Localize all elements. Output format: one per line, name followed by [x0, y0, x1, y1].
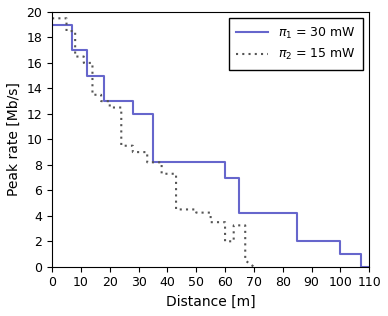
X-axis label: Distance [m]: Distance [m]	[166, 295, 255, 309]
Y-axis label: Peak rate [Mb/s]: Peak rate [Mb/s]	[7, 82, 21, 196]
Legend: $\pi_1$ = 30 mW, $\pi_2$ = 15 mW: $\pi_1$ = 30 mW, $\pi_2$ = 15 mW	[229, 18, 363, 70]
